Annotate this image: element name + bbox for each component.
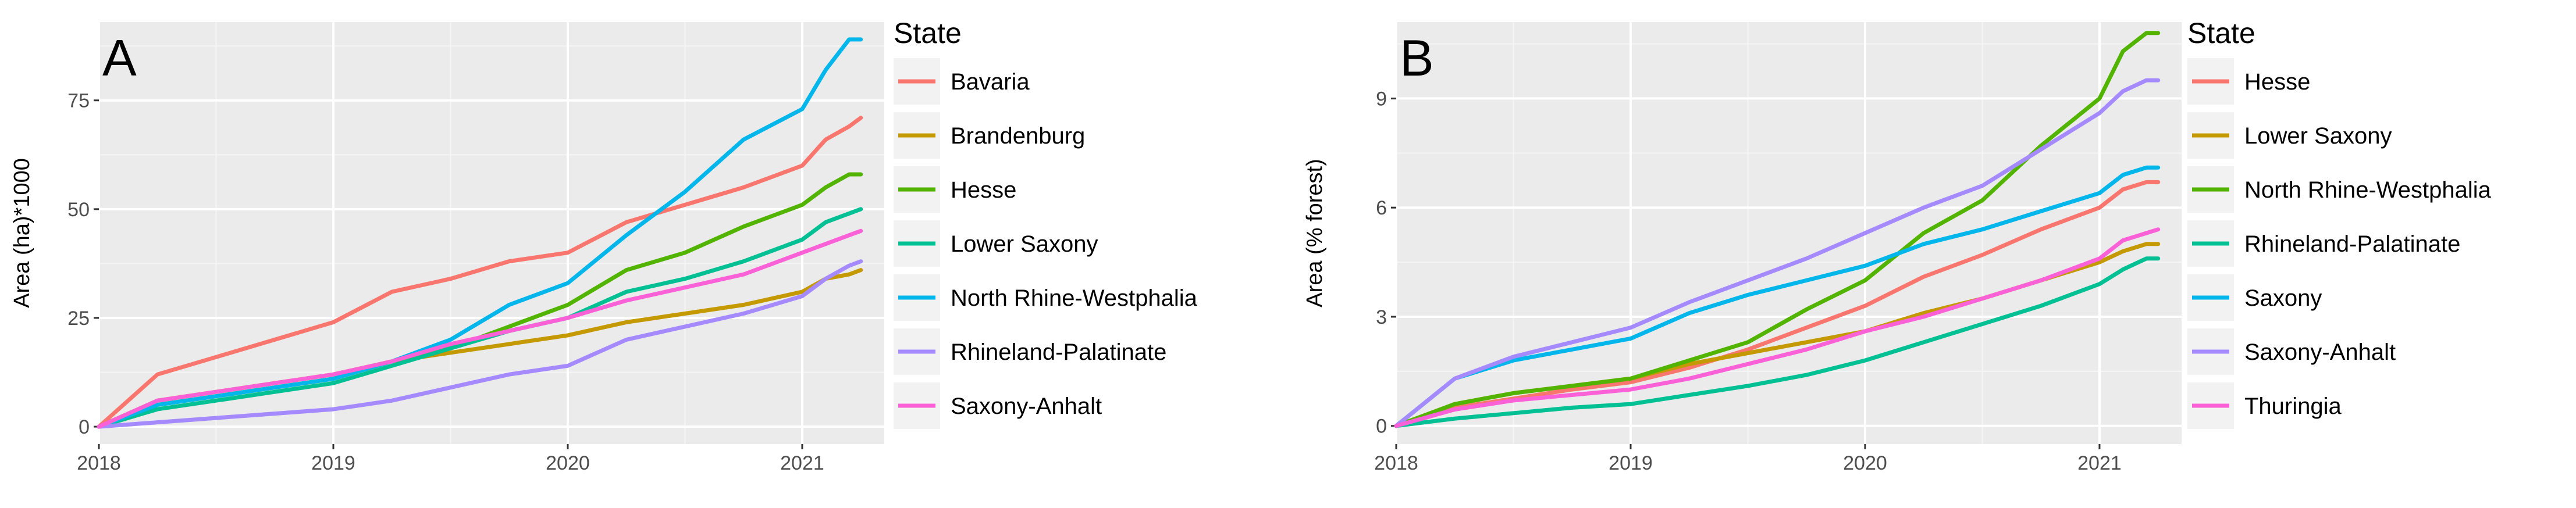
series-line-saxony [1394,165,2161,428]
series-line-rhineland-palatinate [97,259,863,429]
panel-label: B [1400,29,1434,87]
x-tick-label: 2018 [1374,452,1418,474]
y-tick-label: 9 [1376,88,1387,110]
y-axis-title: Area (% forest) [1303,159,1327,307]
chart-panel-b: 2018 2019 2020 2021 0 3 6 9B Area (% forest) Stat… [1303,17,2492,474]
legend-label: Saxony [2244,285,2322,311]
y-axis-title: Area (ha)*1000 [10,158,34,308]
legend-label: Saxony-Anhalt [951,393,1102,419]
y-tick-label: 6 [1376,197,1387,219]
x-tick-label: 2019 [1609,452,1653,474]
series-line-saxony-anhalt [1394,78,2161,428]
legend-title: State [2187,17,2255,49]
x-tick-label: 2021 [2077,452,2122,474]
legend-title: State [894,17,962,49]
x-tick-label: 2018 [77,452,121,474]
plot-background [1396,22,2182,444]
legend: State Bavaria Brandenburg Hesse Lower Saxony… [894,17,1198,429]
panel-label: A [102,29,137,87]
series-line-saxony-anhalt [97,228,863,429]
legend-label: Hesse [2244,69,2310,95]
plot-background [99,22,884,444]
legend-label: North Rhine-Westphalia [2244,177,2492,203]
series-line-north-rhine-westphalia [1394,31,2161,428]
y-tick-label: 75 [67,90,90,112]
x-tick-label: 2021 [780,452,824,474]
y-tick-label: 0 [1376,416,1387,438]
legend-label: Hesse [951,177,1016,203]
x-tick-label: 2020 [546,452,590,474]
series-line-hesse [1394,180,2161,428]
legend-label: Rhineland-Palatinate [951,339,1166,365]
series-line-north-rhine-westphalia [97,37,863,429]
legend-label: Lower Saxony [2244,123,2392,149]
x-tick-label: 2020 [1843,452,1887,474]
series-line-rhineland-palatinate [1394,256,2161,428]
legend-label: Bavaria [951,69,1030,95]
legend-label: Saxony-Anhalt [2244,339,2396,365]
y-tick-label: 0 [79,416,90,438]
y-tick-label: 25 [67,307,90,330]
legend-label: North Rhine-Westphalia [951,285,1198,311]
legend-label: Rhineland-Palatinate [2244,231,2460,257]
legend-label: Lower Saxony [951,231,1098,257]
y-tick-label: 3 [1376,306,1387,328]
series-line-thuringia [1394,227,2161,428]
legend-label: Thuringia [2244,393,2342,419]
legend-label: Brandenburg [951,123,1085,149]
y-tick-label: 50 [67,199,90,221]
chart-panel-a: 2018 2019 2020 2021 0 25 50 75 A Area (ha)*1000 St… [10,17,1198,474]
x-tick-label: 2019 [311,452,355,474]
legend: State Hesse Lower Saxony North Rhine-Westph… [2187,17,2492,429]
series-line-bavaria [97,116,863,429]
